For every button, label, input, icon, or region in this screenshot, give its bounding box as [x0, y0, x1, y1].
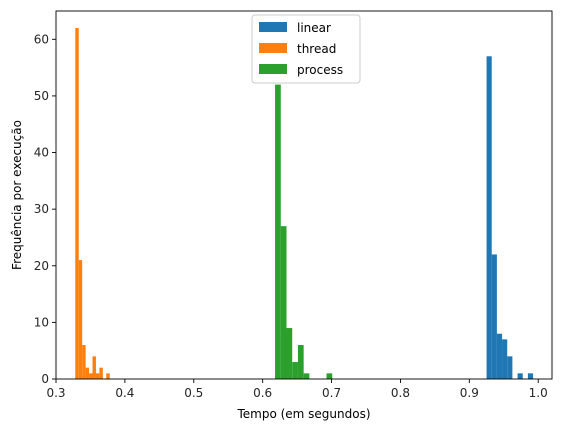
bar-process-2: [286, 328, 293, 379]
bar-process-0: [275, 84, 281, 379]
x-tick-label: 0.7: [322, 386, 341, 400]
bar-linear-3: [502, 339, 508, 379]
bar-thread-5: [92, 356, 96, 379]
bar-thread-3: [85, 367, 90, 379]
x-tick-label: 0.4: [115, 386, 134, 400]
x-tick-label: 0.8: [391, 386, 410, 400]
y-tick-label: 0: [41, 372, 49, 386]
bars-layer: [75, 27, 534, 379]
bar-linear-6: [517, 373, 523, 379]
y-tick-label: 50: [34, 89, 49, 103]
bar-linear-0: [486, 56, 492, 379]
y-tick-label: 10: [34, 315, 49, 329]
bar-linear-4: [507, 356, 513, 379]
x-tick-label: 0.6: [253, 386, 272, 400]
legend-swatch-thread: [259, 43, 287, 53]
x-tick-label: 1.0: [529, 386, 548, 400]
bar-thread-0: [75, 27, 79, 379]
bar-thread-2: [82, 345, 86, 379]
x-tick-label: 0.3: [46, 386, 65, 400]
bar-linear-8: [527, 373, 534, 379]
x-axis: 0.3 0.4 0.5 0.6 0.7 0.8 0.9 1.0: [46, 379, 548, 400]
x-axis-label: Tempo (em segundos): [236, 407, 370, 421]
bar-process-3: [292, 362, 298, 379]
bar-thread-4: [89, 373, 93, 379]
bar-thread-9: [106, 373, 110, 379]
bar-process-9: [326, 373, 333, 379]
bar-thread-7: [99, 367, 103, 379]
legend-label-linear: linear: [297, 21, 331, 35]
bar-process-4: [297, 345, 304, 379]
bar-linear-2: [496, 333, 503, 379]
legend-label-process: process: [297, 63, 343, 77]
legend-swatch-process: [259, 64, 287, 74]
y-tick-label: 40: [34, 146, 49, 160]
bar-thread-1: [78, 260, 83, 379]
legend-swatch-linear: [259, 22, 287, 32]
x-tick-label: 0.5: [184, 386, 203, 400]
bar-thread-6: [95, 373, 100, 379]
y-tick-label: 20: [34, 259, 49, 273]
legend-label-thread: thread: [297, 42, 336, 56]
bar-linear-1: [491, 254, 497, 379]
x-tick-label: 0.9: [460, 386, 479, 400]
y-axis-label: Frequência por execução: [10, 120, 24, 270]
y-tick-label: 30: [34, 202, 49, 216]
plot-frame: [55, 10, 553, 380]
bar-process-1: [280, 226, 287, 379]
legend: linear thread process: [251, 14, 361, 84]
y-axis: 0 10 20 30 40 50 60: [34, 32, 56, 386]
y-tick-label: 60: [34, 32, 49, 46]
bar-process-5: [303, 373, 310, 379]
